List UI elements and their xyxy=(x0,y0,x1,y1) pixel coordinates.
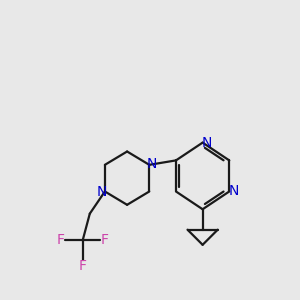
Text: F: F xyxy=(79,259,87,273)
Text: F: F xyxy=(56,233,64,247)
Text: F: F xyxy=(101,233,109,247)
Text: N: N xyxy=(229,184,239,199)
Text: N: N xyxy=(97,185,107,200)
Text: N: N xyxy=(147,157,157,171)
Text: N: N xyxy=(202,136,212,150)
